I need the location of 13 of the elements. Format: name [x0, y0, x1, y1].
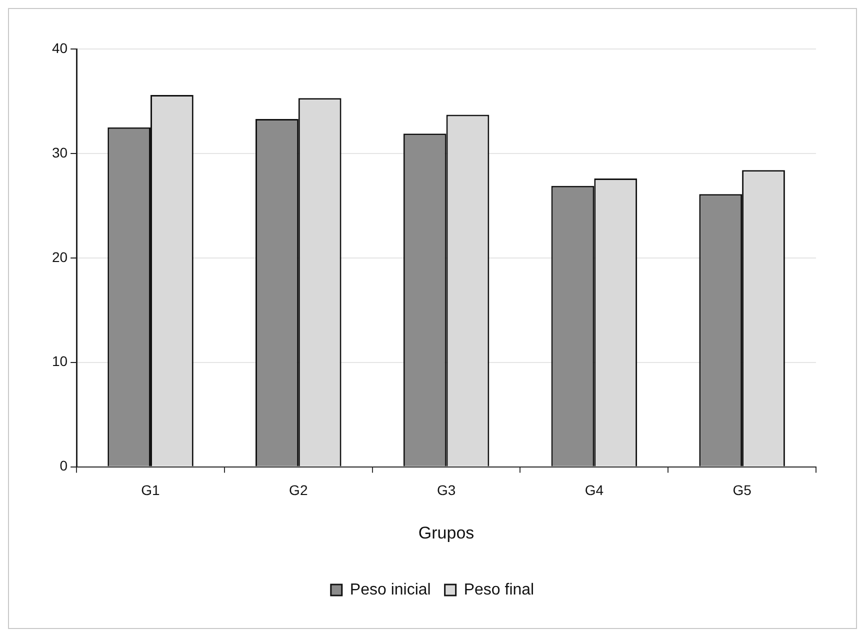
legend-label: Peso final	[464, 581, 534, 598]
x-tick-label: G2	[289, 482, 308, 498]
y-tick-label: 30	[52, 144, 68, 160]
x-tick-label: G3	[436, 482, 456, 498]
x-tick-label: G5	[732, 482, 752, 498]
y-tick-label: 40	[52, 40, 68, 56]
legend-label: Peso inicial	[350, 581, 431, 598]
y-tick-label: 0	[60, 458, 68, 474]
x-tick-label: G1	[141, 482, 160, 498]
x-tick-label: G4	[584, 482, 604, 498]
y-tick-label: 20	[52, 248, 68, 265]
x-axis-title: Grupos	[418, 523, 474, 542]
y-tick-label: 10	[52, 353, 68, 370]
